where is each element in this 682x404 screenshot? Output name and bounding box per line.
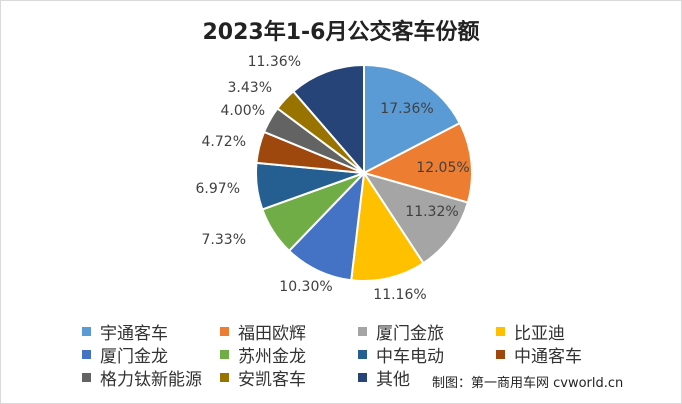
legend-swatch <box>496 349 505 359</box>
legend-item-5: 厦门金龙 <box>82 343 168 367</box>
data-label-10: 3.43% <box>228 80 272 96</box>
legend-label: 福田欧辉 <box>238 323 306 344</box>
legend-label: 安凯客车 <box>238 369 306 390</box>
legend-label: 比亚迪 <box>514 323 565 344</box>
legend-label: 中通客车 <box>514 346 582 367</box>
legend-swatch <box>82 349 91 359</box>
legend-label: 厦门金龙 <box>100 346 168 367</box>
legend-label: 苏州金龙 <box>238 346 306 367</box>
data-label-4: 11.16% <box>373 287 426 303</box>
legend-label: 格力钛新能源 <box>100 369 202 390</box>
legend-item-4: 比亚迪 <box>496 320 565 344</box>
data-label-9: 4.00% <box>221 103 265 119</box>
legend-swatch <box>358 372 367 382</box>
pie-slice-4 <box>350 170 425 282</box>
legend-label: 厦门金旅 <box>376 323 444 344</box>
legend-item-9: 格力钛新能源 <box>82 366 202 390</box>
legend-swatch <box>358 349 367 359</box>
legend-swatch <box>220 372 229 382</box>
legend-item-2: 福田欧辉 <box>220 320 306 344</box>
legend-item-3: 厦门金旅 <box>358 320 444 344</box>
legend-item-1: 宇通客车 <box>82 320 168 344</box>
legend-item-8: 中通客车 <box>496 343 582 367</box>
legend-swatch <box>220 326 229 336</box>
data-label-3: 11.32% <box>405 204 458 220</box>
data-label-2: 12.05% <box>416 160 469 176</box>
legend-item-7: 中车电动 <box>358 343 444 367</box>
legend-label: 其他 <box>376 369 410 390</box>
legend-swatch <box>82 372 91 382</box>
data-label-6: 7.33% <box>202 232 246 248</box>
legend-item-10: 安凯客车 <box>220 366 306 390</box>
data-label-1: 17.36% <box>380 101 433 117</box>
pie-slice-11 <box>291 63 365 176</box>
legend-item-11: 其他 <box>358 366 410 390</box>
credit-text: 制图：第一商用车网 cvworld.cn <box>432 376 624 391</box>
data-label-5: 10.30% <box>279 279 332 295</box>
legend-item-6: 苏州金龙 <box>220 343 306 367</box>
data-label-8: 4.72% <box>202 134 246 150</box>
legend-swatch <box>220 349 229 359</box>
legend-swatch <box>496 326 505 336</box>
legend-swatch <box>82 326 91 336</box>
data-label-11: 11.36% <box>248 54 301 70</box>
legend-label: 宇通客车 <box>100 323 168 344</box>
pie-slice-1 <box>363 63 462 175</box>
pie-slice-5 <box>287 170 366 282</box>
pie-slice-2 <box>361 121 473 204</box>
pie-slice-3 <box>361 171 470 265</box>
chart-title: 2023年1-6月公交客车份额 <box>202 20 480 45</box>
legend-swatch <box>358 326 367 336</box>
data-label-7: 6.97% <box>196 181 240 197</box>
legend-label: 中车电动 <box>376 346 444 367</box>
